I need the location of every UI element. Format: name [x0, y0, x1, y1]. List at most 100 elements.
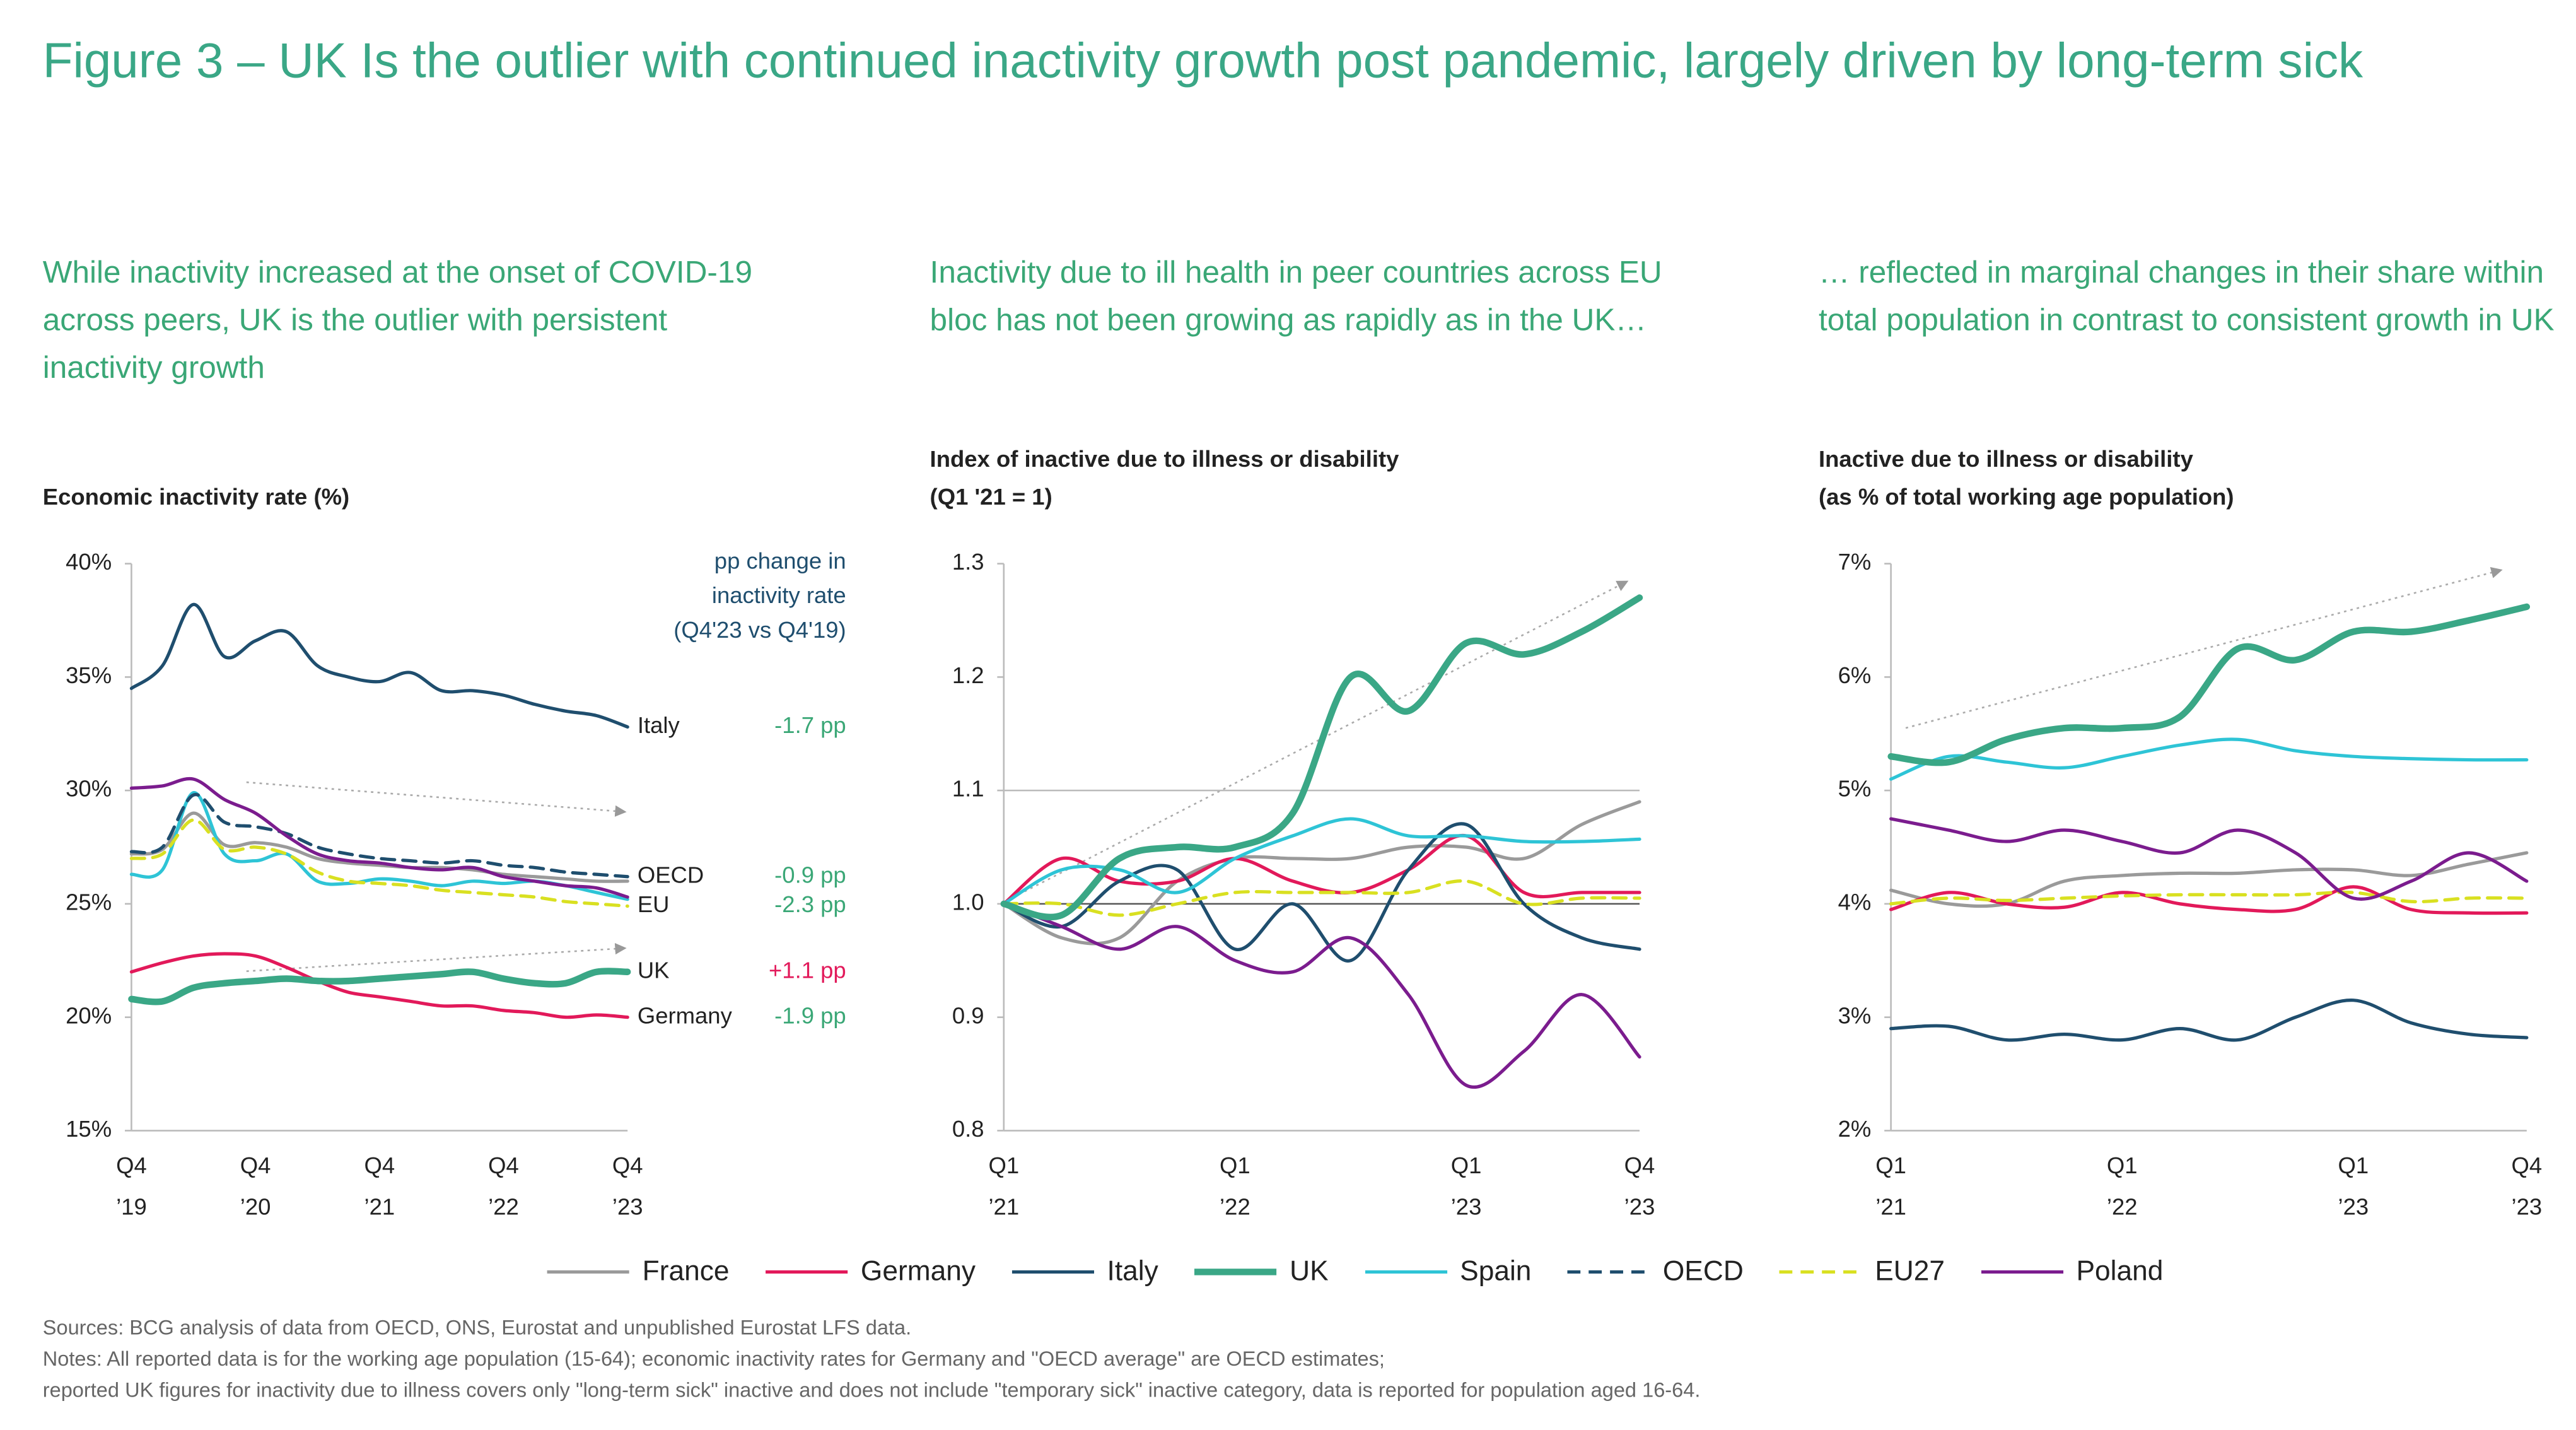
- legend-item: OECD: [1567, 1255, 1744, 1288]
- notes: reported UK figures for inactivity due t…: [42, 1378, 1701, 1402]
- y-tick-label: 1.3: [952, 549, 984, 575]
- chart-title-text: Inactive due to illness or disability (a…: [1818, 445, 2234, 510]
- legend-item: Poland: [1981, 1255, 2163, 1288]
- x-tick-label: Q4 ’19: [116, 1152, 147, 1220]
- figure-title: Figure 3 – UK Is the outlier with contin…: [42, 34, 2363, 89]
- series-line: [1002, 902, 1641, 1089]
- legend-swatch: [547, 1270, 629, 1274]
- y-tick-label: 1.1: [952, 776, 984, 802]
- y-tick-label: 6%: [1838, 662, 1872, 688]
- y-tick-label: 0.8: [952, 1116, 984, 1142]
- annotation-header: pp change in inactivity rate (Q4'23 vs Q…: [673, 547, 846, 643]
- x-tick-label: Q1 ’22: [2106, 1152, 2138, 1220]
- x-tick-label: Q4 ’22: [488, 1152, 519, 1220]
- legend-item: France: [547, 1255, 730, 1288]
- series-line: [1000, 594, 1643, 921]
- end-label: Germany: [638, 1002, 733, 1028]
- legend-label: Spain: [1460, 1255, 1532, 1287]
- y-tick-label: 20%: [66, 1002, 112, 1028]
- legend-label: OECD: [1662, 1255, 1744, 1287]
- y-tick-label: 15%: [66, 1116, 112, 1142]
- chart-title: Economic inactivity rate (%): [43, 431, 815, 516]
- end-label: Italy: [638, 712, 680, 738]
- pp-change: +1.1 pp: [769, 957, 846, 983]
- legend-item: UK: [1194, 1255, 1329, 1288]
- series-line: [1002, 822, 1641, 963]
- y-tick-label: 3%: [1838, 1002, 1872, 1028]
- chart-title-text: Index of inactive due to illness or disa…: [930, 445, 1399, 510]
- x-tick-label: Q4 ’20: [240, 1152, 271, 1220]
- x-tick-label: Q1 ’21: [988, 1152, 1020, 1220]
- series-line: [129, 777, 629, 899]
- series-line: [1002, 800, 1641, 946]
- legend: France Germany Italy UK Spain OECD EU27 Poland: [547, 1255, 2164, 1288]
- legend-label: Poland: [2076, 1255, 2164, 1287]
- x-tick-label: Q4 ’21: [364, 1152, 395, 1220]
- chart-title: Index of inactive due to illness or disa…: [930, 431, 1702, 516]
- legend-swatch: [1981, 1270, 2063, 1274]
- legend-label: EU27: [1875, 1255, 1945, 1287]
- series-line: [128, 968, 631, 1005]
- x-tick-label: Q4 ’23: [1624, 1152, 1655, 1220]
- legend-swatch: [765, 1270, 848, 1274]
- notes: Notes: All reported data is for the work…: [42, 1347, 1385, 1371]
- end-label: UK: [638, 957, 670, 983]
- series-line: [129, 602, 629, 729]
- series-line: [1889, 890, 2529, 906]
- series-line: [129, 793, 629, 879]
- trend-arrow: [246, 943, 627, 972]
- trend-arrow: [246, 781, 627, 817]
- chart-heading: Inactivity due to ill health in peer cou…: [930, 256, 1662, 339]
- legend-swatch: [1365, 1270, 1447, 1274]
- end-label: OECD: [638, 862, 704, 888]
- y-tick-label: 7%: [1838, 549, 1872, 575]
- x-tick-label: Q1 ’21: [1875, 1152, 1906, 1220]
- series-line: [1889, 999, 2529, 1042]
- pp-change: -1.7 pp: [774, 712, 846, 738]
- series-line: [1887, 603, 2531, 766]
- chart-heading: While inactivity increased at the onset …: [42, 256, 752, 387]
- series-line: [129, 952, 629, 1019]
- end-label: EU: [638, 891, 670, 917]
- y-tick-label: 40%: [66, 549, 112, 575]
- legend-swatch: [1780, 1270, 1862, 1274]
- y-tick-label: 30%: [66, 776, 112, 802]
- y-tick-label: 1.2: [952, 662, 984, 688]
- pp-change: -2.3 pp: [774, 891, 846, 917]
- series-line: [1889, 817, 2529, 901]
- legend-item: Spain: [1365, 1255, 1531, 1288]
- x-tick-label: Q4 ’23: [2511, 1152, 2543, 1220]
- series-line: [1889, 885, 2529, 915]
- legend-label: Germany: [860, 1255, 976, 1287]
- pp-change: -1.9 pp: [774, 1002, 846, 1028]
- y-tick-label: 35%: [66, 662, 112, 688]
- legend-item: EU27: [1780, 1255, 1945, 1288]
- legend-label: France: [642, 1255, 730, 1287]
- legend-swatch: [1011, 1270, 1094, 1274]
- legend-swatch: [1567, 1270, 1650, 1274]
- legend-label: UK: [1290, 1255, 1329, 1287]
- series-line: [1002, 879, 1641, 917]
- legend-label: Italy: [1107, 1255, 1158, 1287]
- series-line: [129, 818, 629, 908]
- y-tick-label: 5%: [1838, 776, 1872, 802]
- sources: Sources: BCG analysis of data from OECD,…: [42, 1316, 912, 1340]
- y-tick-label: 4%: [1838, 889, 1872, 915]
- y-tick-label: 25%: [66, 889, 112, 915]
- y-tick-label: 2%: [1838, 1116, 1872, 1142]
- y-tick-label: 0.9: [952, 1002, 984, 1028]
- x-tick-label: Q4 ’23: [612, 1152, 643, 1220]
- legend-swatch: [1194, 1269, 1277, 1275]
- legend-item: Germany: [765, 1255, 976, 1288]
- series-line: [1002, 833, 1641, 906]
- trend-arrow: [1006, 580, 1629, 901]
- x-tick-label: Q1 ’23: [1450, 1152, 1482, 1220]
- pp-change: -0.9 pp: [774, 862, 846, 888]
- x-tick-label: Q1 ’23: [2338, 1152, 2369, 1220]
- x-tick-label: Q1 ’22: [1220, 1152, 1250, 1220]
- chart-title-text: Economic inactivity rate (%): [42, 483, 350, 510]
- y-tick-label: 1.0: [952, 889, 984, 915]
